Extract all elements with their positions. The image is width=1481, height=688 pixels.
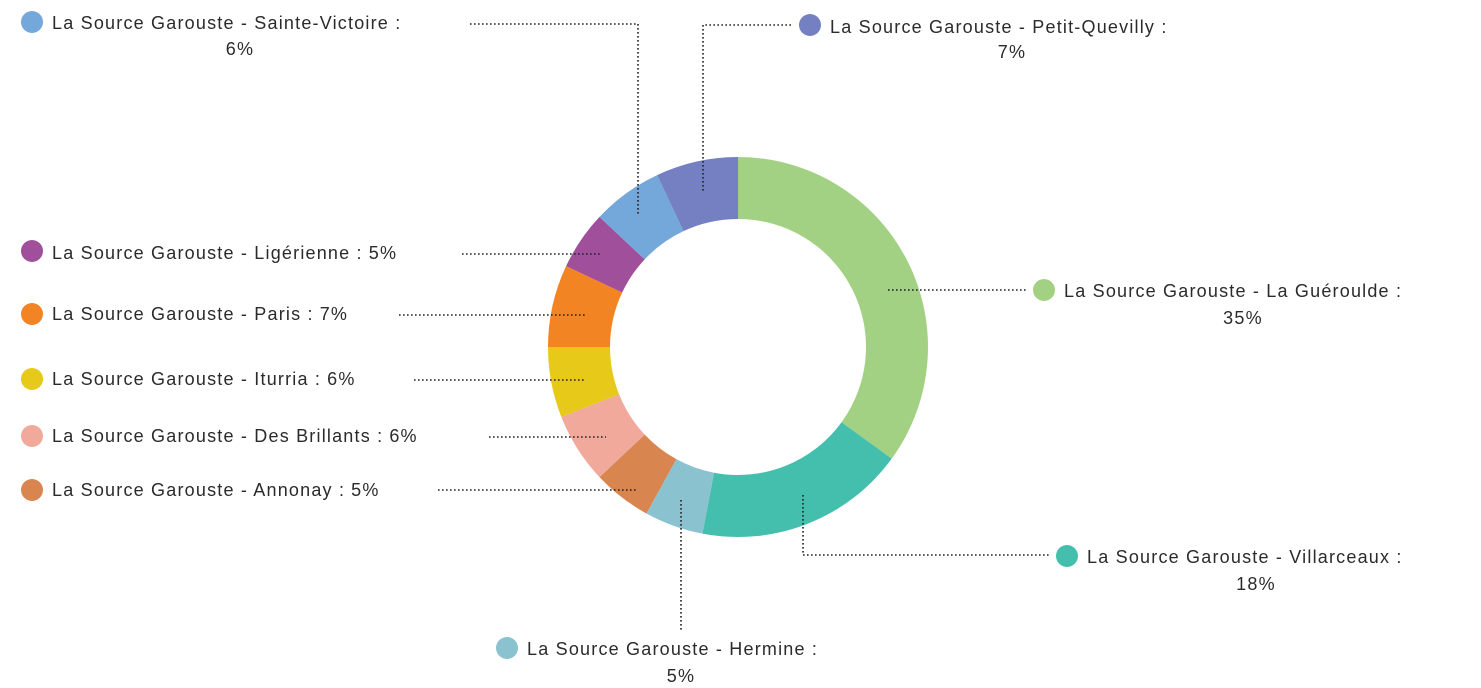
legend-dot <box>21 240 43 262</box>
legend-dot <box>21 11 43 33</box>
slice-label: La Source Garouste - Des Brillants : 6% <box>52 426 418 446</box>
slice-value-label: 5% <box>369 243 397 263</box>
donut-slice <box>646 459 715 534</box>
legend-dot <box>21 368 43 390</box>
slice-label: La Source Garouste - Ligérienne : 5% <box>52 243 397 263</box>
slice-label: La Source Garouste - Villarceaux : <box>1087 547 1403 567</box>
donut-slice <box>561 394 645 478</box>
slice-label: La Source Garouste - Paris : 7% <box>52 304 348 324</box>
donut-slice <box>599 434 677 514</box>
slice-value-label: 6% <box>327 369 355 389</box>
donut-slice <box>548 266 623 347</box>
legend-dot <box>1033 279 1055 301</box>
legend-dot <box>21 303 43 325</box>
donut-slice <box>702 422 892 537</box>
donut-slice <box>657 157 738 232</box>
legend-dot <box>799 14 821 36</box>
legend-dot <box>21 479 43 501</box>
legend-dot <box>496 637 518 659</box>
legend-dot <box>1056 545 1078 567</box>
legend-dot <box>21 425 43 447</box>
slice-name: La Source Garouste - Iturria : <box>52 369 321 389</box>
slice-value-label: 6% <box>389 426 417 446</box>
leader-line <box>802 495 1050 556</box>
slice-value-label: 7% <box>998 42 1026 62</box>
leader-line <box>702 24 791 192</box>
donut-slice <box>548 347 619 417</box>
donut-slice <box>738 157 928 459</box>
slice-value-label: 7% <box>320 304 348 324</box>
slice-value-label: 18% <box>1236 574 1276 594</box>
slice-label: La Source Garouste - Iturria : 6% <box>52 369 356 389</box>
donut-slice <box>566 216 645 293</box>
slice-value-label: 5% <box>667 666 695 686</box>
slice-label: La Source Garouste - Hermine : <box>527 639 818 659</box>
slice-label: La Source Garouste - La Guéroulde : <box>1064 281 1402 301</box>
slice-label: La Source Garouste - Petit-Quevilly : <box>830 17 1168 37</box>
slice-label: La Source Garouste - Sainte-Victoire : <box>52 13 401 33</box>
leader-line <box>470 23 639 215</box>
slice-value-label: 35% <box>1223 308 1263 328</box>
slice-name: La Source Garouste - Ligérienne : <box>52 243 363 263</box>
slice-name: La Source Garouste - Paris : <box>52 304 314 324</box>
slice-value-label: 5% <box>351 480 379 500</box>
donut-slice <box>599 175 684 260</box>
slice-name: La Source Garouste - Annonay : <box>52 480 345 500</box>
slice-value-label: 6% <box>226 39 254 59</box>
slice-label: La Source Garouste - Annonay : 5% <box>52 480 380 500</box>
slice-name: La Source Garouste - Des Brillants : <box>52 426 383 446</box>
